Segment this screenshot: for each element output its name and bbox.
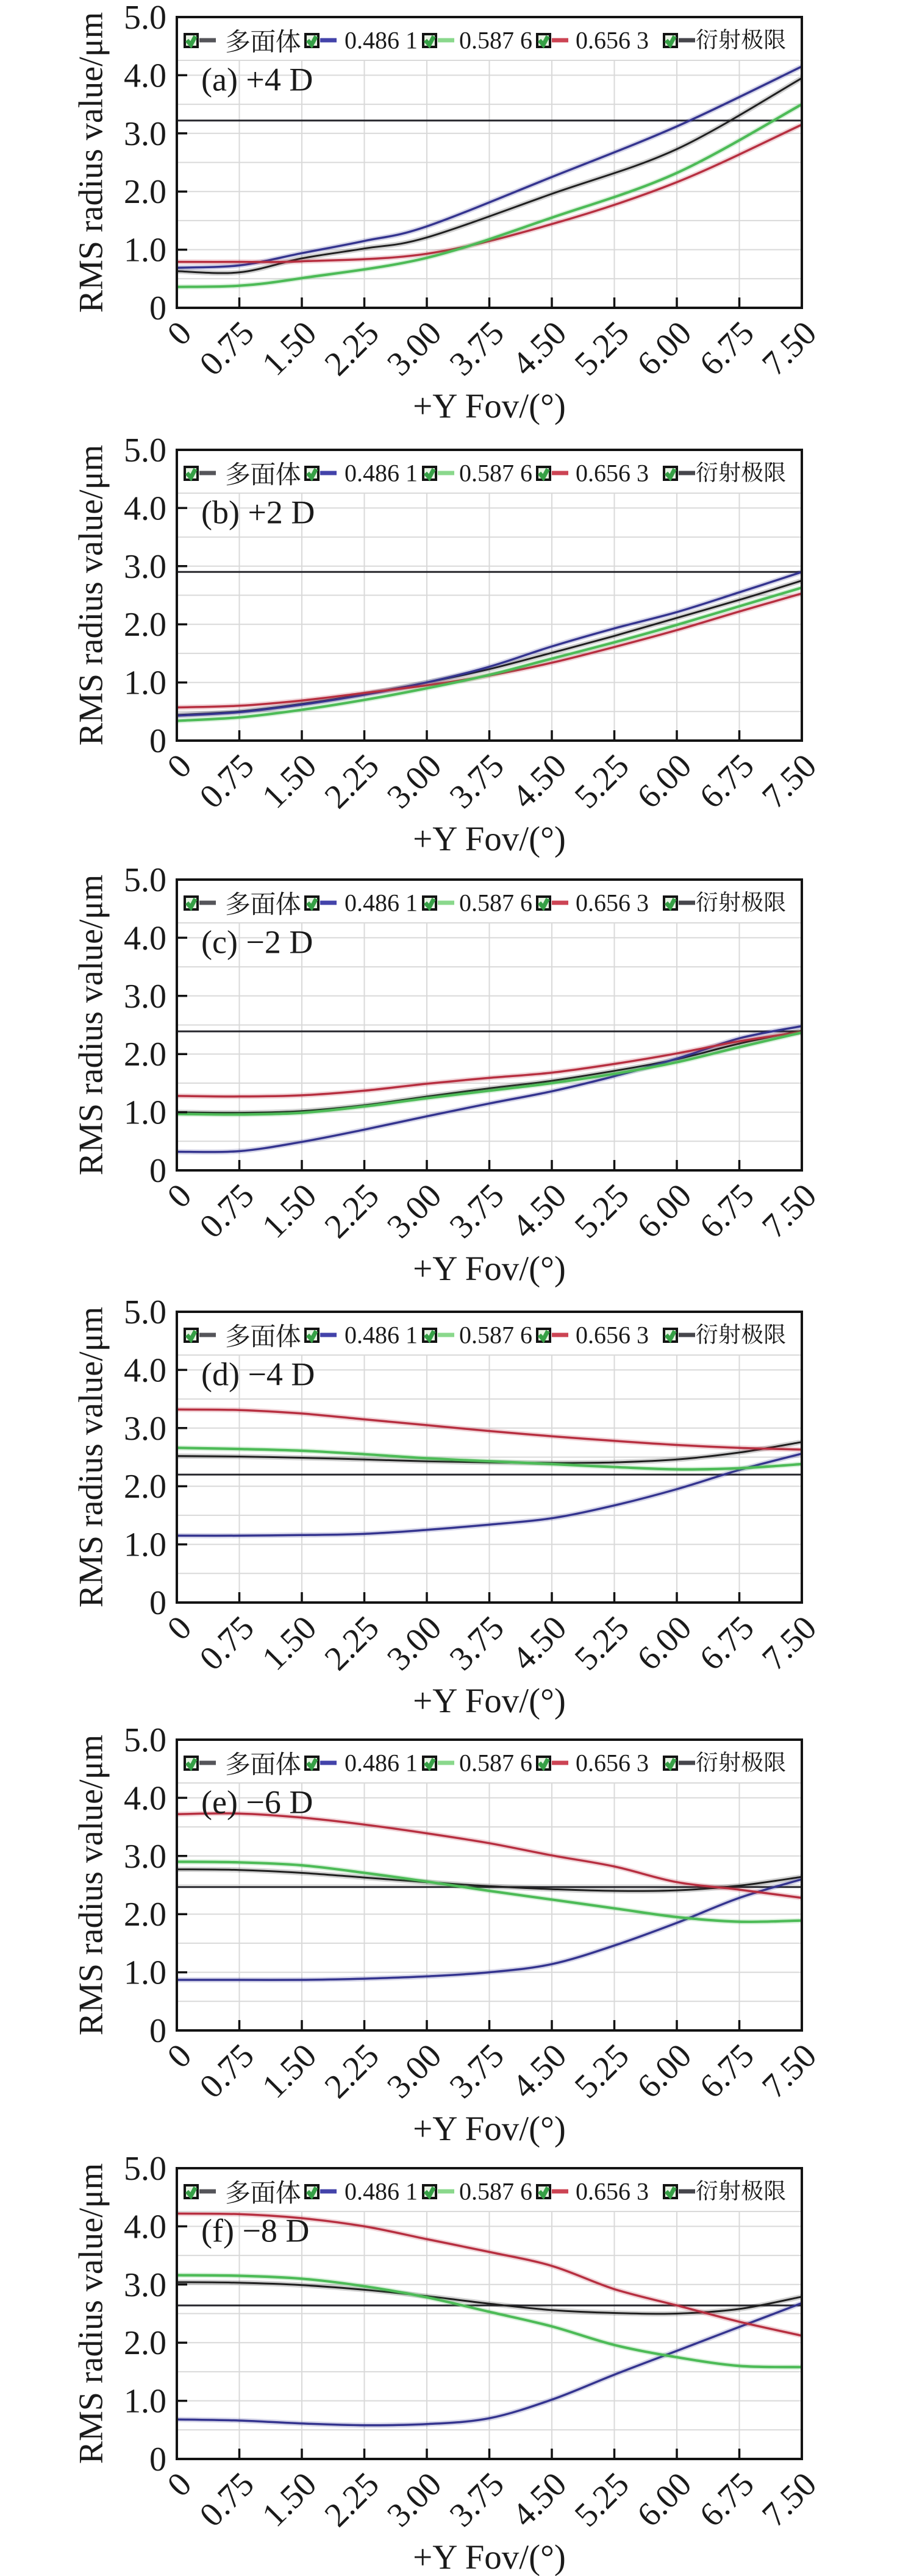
- svg-text:0.656 3: 0.656 3: [576, 1322, 649, 1349]
- svg-text:3.0: 3.0: [124, 1838, 166, 1876]
- svg-text:RMS radius value/μm: RMS radius value/μm: [73, 1307, 110, 1608]
- svg-text:RMS radius value/μm: RMS radius value/μm: [73, 445, 110, 746]
- svg-text:1.0: 1.0: [124, 664, 166, 702]
- svg-text:2.0: 2.0: [124, 1896, 166, 1934]
- svg-text:4.0: 4.0: [124, 57, 166, 94]
- svg-text:0.587 6: 0.587 6: [459, 889, 532, 917]
- svg-text:0.656 3: 0.656 3: [576, 889, 649, 917]
- svg-text:5.0: 5.0: [124, 1721, 166, 1759]
- svg-text:RMS radius value/μm: RMS radius value/μm: [73, 1735, 110, 2036]
- svg-text:+Y Fov/(°): +Y Fov/(°): [413, 2538, 566, 2576]
- svg-text:(a) +4 D: (a) +4 D: [201, 62, 313, 98]
- svg-text:(e) −6 D: (e) −6 D: [201, 1784, 313, 1821]
- svg-text:5.0: 5.0: [124, 2150, 166, 2188]
- svg-text:2.0: 2.0: [124, 1036, 166, 1073]
- svg-text:3.0: 3.0: [124, 548, 166, 586]
- svg-text:0.486 1: 0.486 1: [345, 27, 418, 54]
- svg-text:4.0: 4.0: [124, 919, 166, 957]
- svg-text:1.0: 1.0: [124, 2383, 166, 2421]
- svg-text:3.0: 3.0: [124, 115, 166, 153]
- svg-text:3.0: 3.0: [124, 1410, 166, 1448]
- svg-text:0.656 3: 0.656 3: [576, 1749, 649, 1777]
- svg-text:1.0: 1.0: [124, 1954, 166, 1992]
- svg-text:4.0: 4.0: [124, 2208, 166, 2246]
- svg-text:+Y Fov/(°): +Y Fov/(°): [413, 1250, 566, 1288]
- svg-text:0: 0: [149, 2441, 166, 2478]
- svg-text:0.587 6: 0.587 6: [459, 1749, 532, 1777]
- svg-text:+Y Fov/(°): +Y Fov/(°): [413, 387, 566, 425]
- svg-text:(f) −8 D: (f) −8 D: [201, 2213, 309, 2249]
- svg-text:0.656 3: 0.656 3: [576, 27, 649, 54]
- svg-text:0.486 1: 0.486 1: [345, 2178, 418, 2205]
- svg-text:+Y Fov/(°): +Y Fov/(°): [413, 1682, 566, 1720]
- svg-text:(b) +2 D: (b) +2 D: [201, 494, 315, 531]
- svg-text:5.0: 5.0: [124, 0, 166, 37]
- svg-text:0.486 1: 0.486 1: [345, 1749, 418, 1777]
- svg-text:0: 0: [149, 290, 166, 327]
- svg-text:(c) −2 D: (c) −2 D: [201, 924, 313, 961]
- svg-text:0.587 6: 0.587 6: [459, 460, 532, 487]
- svg-text:RMS radius value/μm: RMS radius value/μm: [73, 2163, 110, 2464]
- svg-text:1.0: 1.0: [124, 1094, 166, 1132]
- svg-text:5.0: 5.0: [124, 861, 166, 899]
- svg-text:2.0: 2.0: [124, 173, 166, 211]
- svg-text:0: 0: [149, 2012, 166, 2050]
- svg-text:5.0: 5.0: [124, 432, 166, 469]
- svg-text:3.0: 3.0: [124, 978, 166, 1016]
- svg-text:4.0: 4.0: [124, 489, 166, 527]
- svg-text:0.486 1: 0.486 1: [345, 1322, 418, 1349]
- svg-text:4.0: 4.0: [124, 1779, 166, 1817]
- svg-text:1.0: 1.0: [124, 232, 166, 269]
- svg-text:0.587 6: 0.587 6: [459, 2178, 532, 2205]
- svg-text:4.0: 4.0: [124, 1351, 166, 1389]
- svg-text:3.0: 3.0: [124, 2266, 166, 2304]
- svg-text:0: 0: [149, 1152, 166, 1190]
- svg-text:1.0: 1.0: [124, 1526, 166, 1564]
- svg-text:5.0: 5.0: [124, 1293, 166, 1331]
- svg-text:+Y Fov/(°): +Y Fov/(°): [413, 820, 566, 858]
- svg-text:0.587 6: 0.587 6: [459, 1322, 532, 1349]
- svg-text:0.656 3: 0.656 3: [576, 2178, 649, 2205]
- svg-text:0: 0: [149, 722, 166, 760]
- svg-text:2.0: 2.0: [124, 2324, 166, 2362]
- svg-text:0.587 6: 0.587 6: [459, 27, 532, 54]
- svg-text:0.656 3: 0.656 3: [576, 460, 649, 487]
- svg-text:RMS radius value/μm: RMS radius value/μm: [73, 875, 110, 1176]
- svg-text:0: 0: [149, 1584, 166, 1622]
- svg-text:+Y Fov/(°): +Y Fov/(°): [413, 2110, 566, 2148]
- svg-text:(d) −4 D: (d) −4 D: [201, 1356, 315, 1393]
- svg-text:RMS radius value/μm: RMS radius value/μm: [73, 12, 110, 313]
- svg-text:2.0: 2.0: [124, 1468, 166, 1506]
- svg-text:0.486 1: 0.486 1: [345, 460, 418, 487]
- svg-text:0.486 1: 0.486 1: [345, 889, 418, 917]
- svg-text:2.0: 2.0: [124, 606, 166, 644]
